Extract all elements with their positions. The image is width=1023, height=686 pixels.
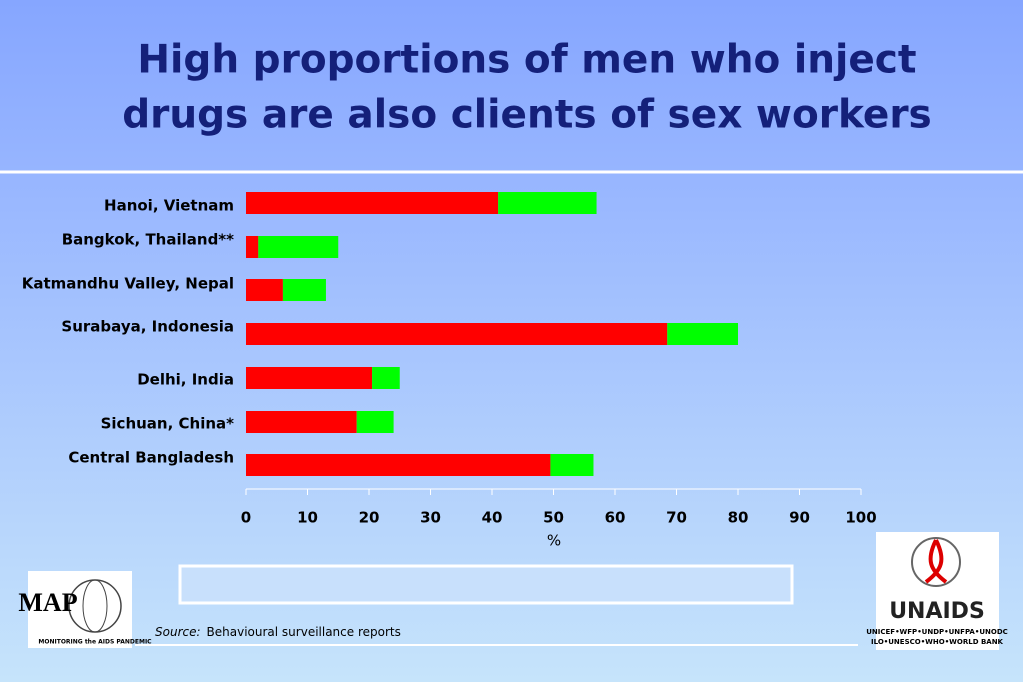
chart-title: drugs are also clients of sex workers xyxy=(122,93,932,138)
bar-segment xyxy=(258,236,339,258)
x-tick-label: 90 xyxy=(789,509,810,527)
x-tick-label: 0 xyxy=(241,509,251,527)
category-label: Central Bangladesh xyxy=(68,449,234,467)
bar-segment xyxy=(667,323,738,345)
source-text: Behavioural surveillance reports xyxy=(207,625,401,639)
logo-ring: MONITORING the AIDS PANDEMIC xyxy=(38,639,152,646)
ribbon xyxy=(924,539,948,584)
x-axis-label: % xyxy=(547,532,561,550)
x-tick-label: 40 xyxy=(482,509,503,527)
x-tick-label: 50 xyxy=(543,509,564,527)
logo-title: UNAIDS xyxy=(889,599,985,624)
logo-title: MAP xyxy=(18,588,77,617)
x-tick-label: 60 xyxy=(605,509,626,527)
logo-bg xyxy=(876,532,999,650)
source-label: Source: xyxy=(155,625,201,639)
bar-segment xyxy=(498,192,597,214)
bar-segment xyxy=(246,323,668,345)
chart-title: High proportions of men who inject xyxy=(137,38,916,83)
category-label: Katmandhu Valley, Nepal xyxy=(22,275,234,293)
un-emblem xyxy=(911,537,961,587)
x-tick-label: 80 xyxy=(728,509,749,527)
x-tick-label: 10 xyxy=(297,509,318,527)
bar-segment xyxy=(372,367,400,389)
bar-segment xyxy=(356,411,394,433)
bar-segment xyxy=(246,192,499,214)
category-label: Sichuan, China* xyxy=(101,415,235,433)
logo-bg xyxy=(28,571,132,648)
map-logo: MAP MONITORING the AIDS PANDEMIC xyxy=(18,571,152,648)
bar-segment xyxy=(246,279,283,301)
bar-segment xyxy=(246,236,259,258)
legend xyxy=(178,564,794,605)
category-label: Surabaya, Indonesia xyxy=(61,318,234,336)
category-label: Delhi, India xyxy=(137,371,234,389)
bar-segment xyxy=(246,367,373,389)
globe xyxy=(82,579,108,633)
bar-segment xyxy=(246,411,357,433)
x-tick-label: 100 xyxy=(845,509,876,527)
bar-segment xyxy=(282,279,326,301)
unaids-logo: UNAIDS UNICEF•WFP•UNDP•UNFPA•UNODC ILO•U… xyxy=(866,532,1008,650)
x-tick-label: 20 xyxy=(359,509,380,527)
category-label: Bangkok, Thailand** xyxy=(62,231,234,249)
logo-line: UNICEF•WFP•UNDP•UNFPA•UNODC xyxy=(866,628,1008,636)
x-tick-label: 70 xyxy=(666,509,687,527)
logo-line: ILO•UNESCO•WHO•WORLD BANK xyxy=(871,638,1004,646)
source: Source: Behavioural surveillance reports xyxy=(155,625,401,639)
category-label: Hanoi, Vietnam xyxy=(104,197,234,215)
x-tick-label: 30 xyxy=(420,509,441,527)
bar-segment xyxy=(246,454,551,476)
bar-segment xyxy=(550,454,594,476)
